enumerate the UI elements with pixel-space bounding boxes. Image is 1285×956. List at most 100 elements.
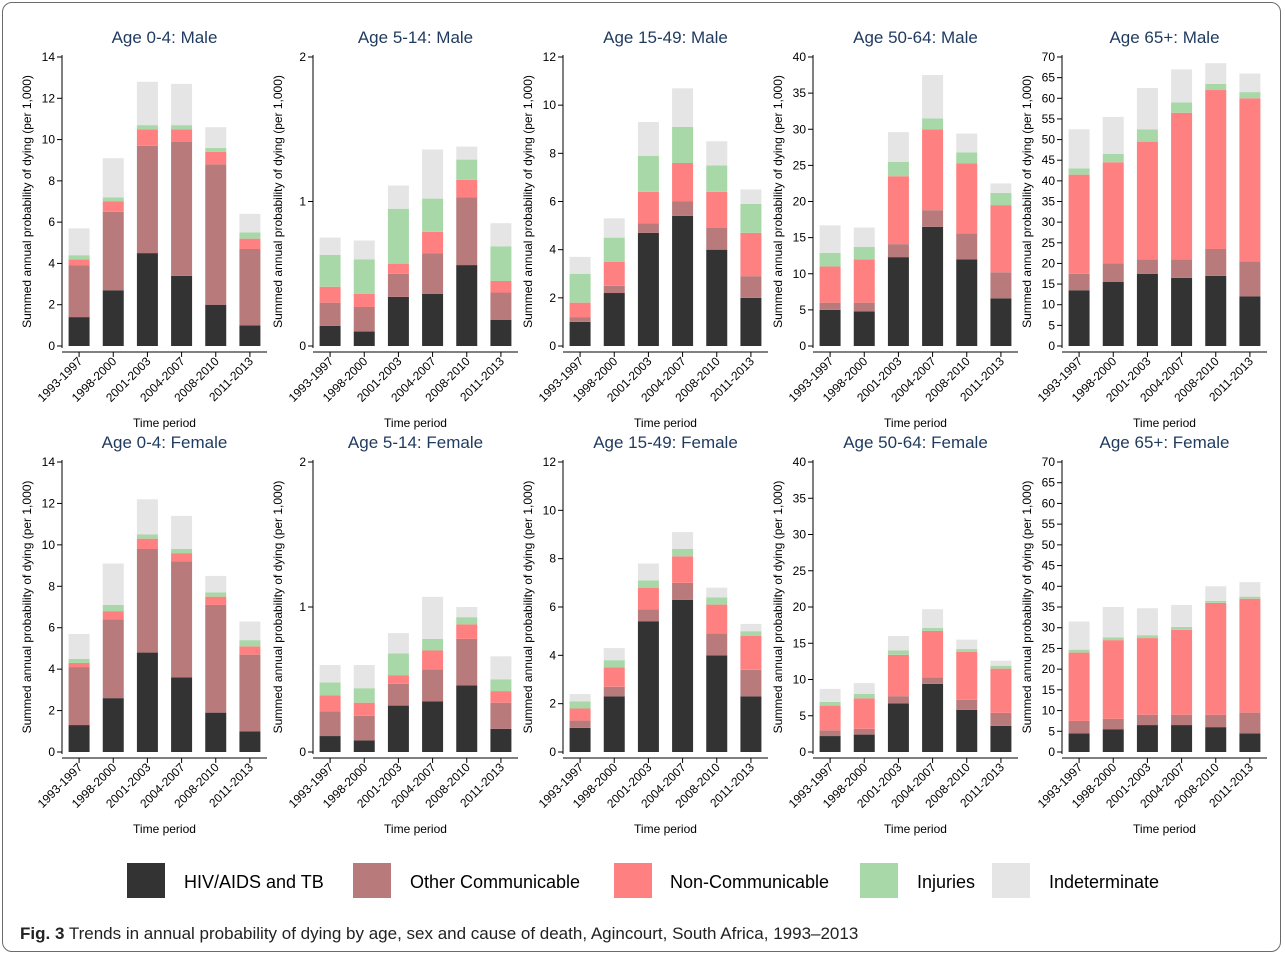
bar-segment-other-communicable [1205, 248, 1227, 276]
y-tick-label: 4 [48, 662, 55, 676]
x-axis-label: Time period [384, 822, 447, 836]
bar-segment-hiv-aids-and-tb [990, 725, 1012, 752]
bar-segment-non-communicable [1239, 98, 1261, 262]
y-tick-label: 0 [48, 745, 55, 759]
bar-segment-other-communicable [68, 265, 90, 318]
y-tick-label: 12 [543, 455, 557, 469]
bar-segment-injuries [637, 155, 659, 192]
bar-segment-indeterminate [490, 656, 512, 680]
bar-segment-other-communicable [1171, 714, 1193, 726]
y-tick-label: 50 [1042, 538, 1056, 552]
panel-title: Age 50-64: Female [843, 433, 988, 452]
bar-segment-non-communicable [171, 553, 193, 562]
bar-segment-indeterminate [887, 132, 909, 162]
bar-segment-indeterminate [1239, 73, 1261, 93]
y-tick-label: 0 [799, 745, 806, 759]
bar-segment-other-communicable [706, 633, 728, 656]
bar-segment-other-communicable [740, 669, 762, 697]
bar-segment-hiv-aids-and-tb [706, 249, 728, 346]
legend-swatch [353, 863, 391, 898]
bar-segment-injuries [102, 604, 124, 612]
bar-segment-hiv-aids-and-tb [171, 677, 193, 752]
bar-segment-other-communicable [819, 730, 841, 737]
legend-label: HIV/AIDS and TB [184, 872, 324, 892]
y-tick-label: 25 [1042, 641, 1056, 655]
bar-segment-hiv-aids-and-tb [102, 290, 124, 346]
figure-caption: Fig. 3 Trends in annual probability of d… [20, 924, 858, 944]
panel-title: Age 0-4: Male [112, 28, 218, 47]
y-tick-label: 10 [1042, 298, 1056, 312]
bar-segment-non-communicable [353, 702, 375, 716]
y-tick-label: 15 [1042, 277, 1056, 291]
bar-segment-hiv-aids-and-tb [956, 709, 978, 752]
bar-segment-indeterminate [136, 499, 158, 535]
bar-segment-hiv-aids-and-tb [922, 683, 944, 752]
bar-segment-hiv-aids-and-tb [456, 265, 478, 346]
bar-segment-other-communicable [102, 619, 124, 699]
figure-caption-label: Fig. 3 [20, 924, 65, 943]
y-axis-label: Summed annual probability of dying (per … [771, 481, 785, 734]
panel-age-0-4-female: Age 0-4: Female 0 2 4 6 8 10 12 14 Summed annual … [20, 433, 267, 836]
y-tick-label: 8 [549, 146, 556, 160]
bar-segment-hiv-aids-and-tb [490, 319, 512, 346]
bar-segment-indeterminate [819, 225, 841, 253]
bar-segment-indeterminate [1205, 586, 1227, 601]
y-tick-label: 60 [1042, 496, 1056, 510]
bar-segment-other-communicable [1136, 259, 1158, 274]
bar-segment-indeterminate [490, 223, 512, 247]
bar-segment-other-communicable [171, 141, 193, 276]
panel-age-5-14-male: Age 5-14: Male 0 1 2 Summed annual probabili… [271, 28, 518, 430]
y-axis-label: Summed annual probability of dying (per … [271, 75, 285, 328]
bar-segment-injuries [353, 688, 375, 703]
bar-segment-other-communicable [1239, 261, 1261, 297]
bar-segment-injuries [990, 192, 1012, 206]
bar-segment-indeterminate [387, 185, 409, 209]
y-tick-label: 0 [299, 745, 306, 759]
bar-segment-non-communicable [1102, 640, 1124, 719]
bar-segment-other-communicable [706, 227, 728, 250]
y-tick-label: 6 [549, 195, 556, 209]
bar-segment-hiv-aids-and-tb [1239, 733, 1261, 752]
y-tick-label: 5 [799, 709, 806, 723]
y-tick-label: 20 [793, 195, 807, 209]
bar-segment-injuries [102, 197, 124, 202]
bar-segment-indeterminate [1136, 608, 1158, 636]
bar-segment-hiv-aids-and-tb [1136, 273, 1158, 346]
bar-segment-hiv-aids-and-tb [422, 701, 444, 752]
legend-item-indeterminate: Indeterminate [992, 863, 1159, 898]
bar-segment-other-communicable [456, 638, 478, 686]
bar-segment-indeterminate [102, 158, 124, 198]
bar-segment-hiv-aids-and-tb [819, 736, 841, 752]
bar-segment-other-communicable [353, 306, 375, 332]
bar-segment-other-communicable [922, 677, 944, 684]
y-tick-label: 35 [793, 86, 807, 100]
x-axis-label: Time period [1133, 416, 1196, 430]
y-tick-label: 10 [793, 673, 807, 687]
x-axis-label: Time period [634, 822, 697, 836]
bar-segment-other-communicable [319, 302, 341, 326]
bar-segment-indeterminate [387, 633, 409, 654]
bar-segment-indeterminate [1205, 63, 1227, 84]
bar-segment-other-communicable [136, 549, 158, 653]
bar-segment-other-communicable [1102, 263, 1124, 283]
bar-segment-indeterminate [1136, 87, 1158, 130]
y-tick-label: 10 [42, 538, 56, 552]
bar-segment-hiv-aids-and-tb [456, 685, 478, 752]
bar-segment-indeterminate [603, 218, 625, 238]
bar-segment-non-communicable [353, 293, 375, 307]
panel-title: Age 50-64: Male [853, 28, 978, 47]
bar-segment-indeterminate [205, 575, 227, 593]
y-tick-label: 4 [48, 256, 55, 270]
bar-segment-non-communicable [456, 624, 478, 639]
y-tick-label: 8 [48, 174, 55, 188]
y-tick-label: 12 [543, 50, 557, 64]
bar-segment-hiv-aids-and-tb [353, 331, 375, 346]
bar-segment-hiv-aids-and-tb [637, 621, 659, 752]
bar-segment-injuries [319, 682, 341, 696]
bar-segment-injuries [239, 232, 261, 239]
bar-segment-hiv-aids-and-tb [637, 232, 659, 346]
y-axis-label: Summed annual probability of dying (per … [20, 481, 34, 734]
bar-segment-other-communicable [637, 609, 659, 622]
bar-segment-non-communicable [1136, 141, 1158, 260]
